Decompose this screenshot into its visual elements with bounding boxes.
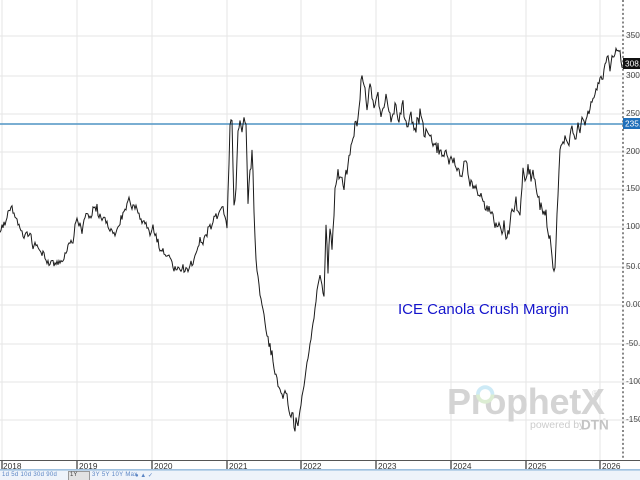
svg-text:°: ° <box>603 417 606 425</box>
svg-text:ProphetX: ProphetX <box>447 381 605 422</box>
svg-text:®: ® <box>592 389 598 398</box>
svg-text:powered by: powered by <box>530 419 585 431</box>
svg-text:308.9: 308.9 <box>625 59 640 69</box>
svg-text:235.0: 235.0 <box>625 119 640 129</box>
svg-text:ICE Canola Crush Margin: ICE Canola Crush Margin <box>398 301 569 318</box>
